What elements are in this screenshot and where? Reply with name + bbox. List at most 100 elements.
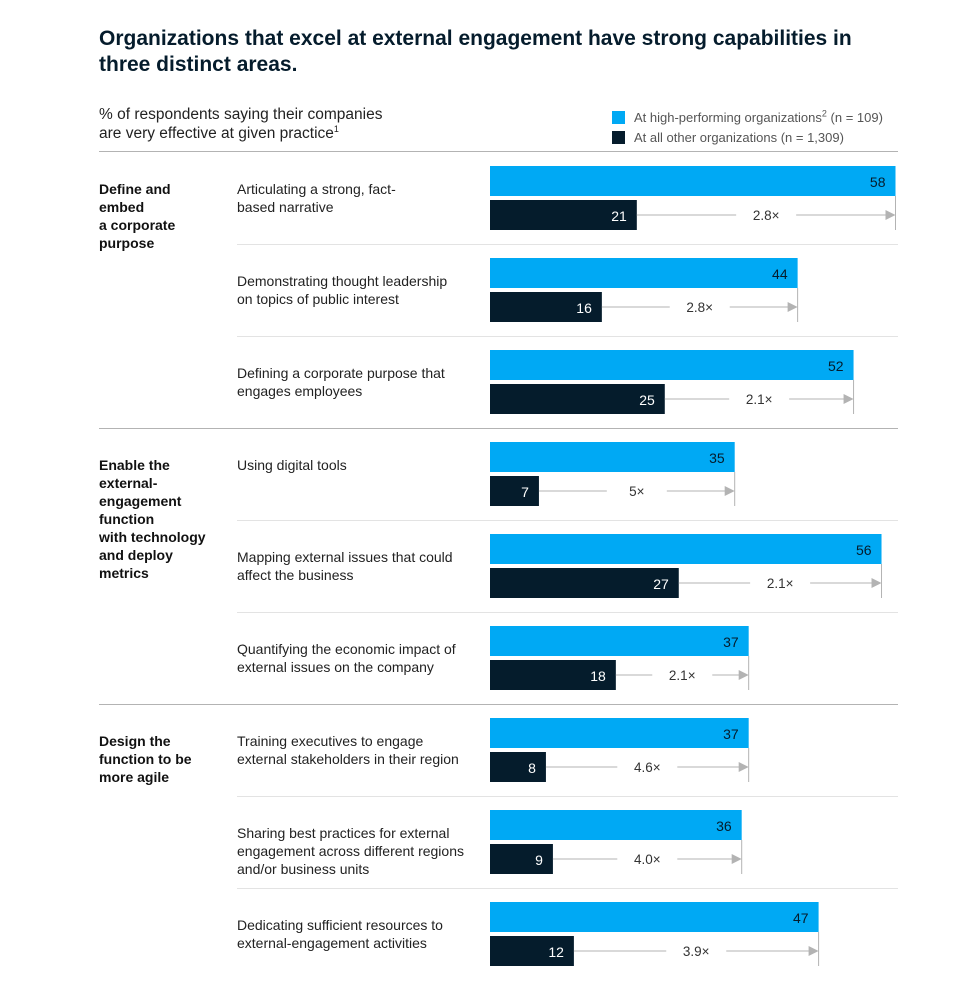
legend-item-other: At all other organizations (n = 1,309) <box>612 127 883 147</box>
bar-high <box>490 442 735 472</box>
legend-swatch-other <box>612 130 625 144</box>
row-label-line: engagement across different regions <box>237 843 464 859</box>
value-label-high: 56 <box>856 542 872 558</box>
group-title-line: external- <box>99 475 158 491</box>
chart-title: Organizations that excel at external eng… <box>99 27 852 76</box>
ratio-label: 2.1× <box>767 576 794 591</box>
group-title-line: purpose <box>99 235 154 251</box>
row-label-line: Defining a corporate purpose that <box>237 365 445 381</box>
legend-footnote-high: 2 <box>821 108 827 119</box>
value-label-other: 21 <box>611 208 627 224</box>
bar-high <box>490 258 798 288</box>
bar-other <box>490 568 679 598</box>
value-label-high: 58 <box>870 174 886 190</box>
bar-high <box>490 810 742 840</box>
bar-other <box>490 752 546 782</box>
group-title-line: Enable the <box>99 457 170 473</box>
row-label-line: Dedicating sufficient resources to <box>237 917 443 933</box>
value-label-high: 37 <box>723 726 739 742</box>
ratio-label: 4.6× <box>634 760 661 775</box>
bar-other <box>490 384 665 414</box>
value-label-high: 44 <box>772 266 788 282</box>
bar-other <box>490 200 637 230</box>
row-label-line: on topics of public interest <box>237 291 399 307</box>
value-label-other: 8 <box>528 760 536 776</box>
ratio-label: 2.1× <box>746 392 773 407</box>
row-label-line: affect the business <box>237 567 353 583</box>
bar-other <box>490 936 574 966</box>
bar-other <box>490 844 553 874</box>
ratio-arrowhead <box>871 578 882 588</box>
ratio-arrowhead <box>843 394 854 404</box>
value-label-high: 35 <box>709 450 725 466</box>
bar-other <box>490 660 616 690</box>
ratio-arrowhead <box>738 670 749 680</box>
legend-label-high-text: At high-performing organizations <box>634 109 822 125</box>
value-label-other: 25 <box>639 392 655 408</box>
row-label-line: based narrative <box>237 199 334 215</box>
group-title-line: a corporate <box>99 217 175 233</box>
subtitle-line-2-text: are very effective at given practice <box>99 125 334 142</box>
group-title-line: Design the <box>99 733 171 749</box>
group-title-line: function to be <box>99 751 192 767</box>
ratio-label: 4.0× <box>634 852 661 867</box>
row-label-line: Quantifying the economic impact of <box>237 641 456 657</box>
value-label-other: 27 <box>653 576 669 592</box>
legend-label-other: At all other organizations (n = 1,309) <box>634 129 844 145</box>
row-label-line: Sharing best practices for external <box>237 825 449 841</box>
value-label-high: 47 <box>793 910 809 926</box>
group-title-line: with technology <box>98 529 206 545</box>
value-label-other: 16 <box>576 300 592 316</box>
bar-other <box>490 476 539 506</box>
value-label-high: 52 <box>828 358 844 374</box>
ratio-label: 2.1× <box>669 668 696 683</box>
subtitle-footnote: 1 <box>333 123 339 134</box>
row-label-line: Training executives to engage <box>237 733 423 749</box>
group-title-line: Define and <box>99 181 171 197</box>
row-label-line: Using digital tools <box>237 457 347 473</box>
ratio-arrowhead <box>738 762 749 772</box>
ratio-arrowhead <box>787 302 798 312</box>
bar-high <box>490 718 749 748</box>
row-label-line: and/or business units <box>237 861 369 877</box>
row-label-line: external issues on the company <box>237 659 434 675</box>
group-title-line: function <box>99 511 154 527</box>
legend-label-high: At high-performing organizations2 (n = 1… <box>634 108 883 125</box>
value-label-other: 12 <box>548 944 564 960</box>
row-label-line: Mapping external issues that could <box>237 549 453 565</box>
ratio-arrowhead <box>885 210 896 220</box>
ratio-label: 2.8× <box>686 300 713 315</box>
ratio-label: 5× <box>629 484 644 499</box>
bar-other <box>490 292 602 322</box>
row-label-line: external-engagement activities <box>237 935 427 951</box>
bar-high <box>490 626 749 656</box>
legend: At high-performing organizations2 (n = 1… <box>612 107 883 147</box>
subtitle-line-2: are very effective at given practice1 <box>99 124 519 143</box>
ratio-arrowhead <box>724 486 735 496</box>
chart-subtitle: % of respondents saying their companies … <box>99 105 519 143</box>
bar-high <box>490 350 854 380</box>
row-label-line: Demonstrating thought leadership <box>237 273 447 289</box>
bar-high <box>490 534 882 564</box>
ratio-label: 3.9× <box>683 944 710 959</box>
value-label-other: 18 <box>590 668 606 684</box>
row-label-line: Articulating a strong, fact- <box>237 181 396 197</box>
row-label-line: engages employees <box>237 383 362 399</box>
value-label-high: 36 <box>716 818 732 834</box>
ratio-arrowhead <box>731 854 742 864</box>
legend-n-high: (n = 109) <box>826 109 883 125</box>
ratio-arrowhead <box>808 946 819 956</box>
row-label-line: external stakeholders in their region <box>237 751 459 767</box>
value-label-high: 37 <box>723 634 739 650</box>
bar-high <box>490 902 819 932</box>
legend-swatch-high <box>612 110 625 124</box>
group-title-line: and deploy <box>99 547 173 563</box>
bar-high <box>490 166 896 196</box>
value-label-other: 7 <box>521 484 529 500</box>
subtitle-line-1: % of respondents saying their companies <box>99 106 383 123</box>
group-title-line: embed <box>99 199 144 215</box>
group-title-line: more agile <box>99 769 169 785</box>
value-label-other: 9 <box>535 852 543 868</box>
legend-item-high: At high-performing organizations2 (n = 1… <box>612 107 883 127</box>
